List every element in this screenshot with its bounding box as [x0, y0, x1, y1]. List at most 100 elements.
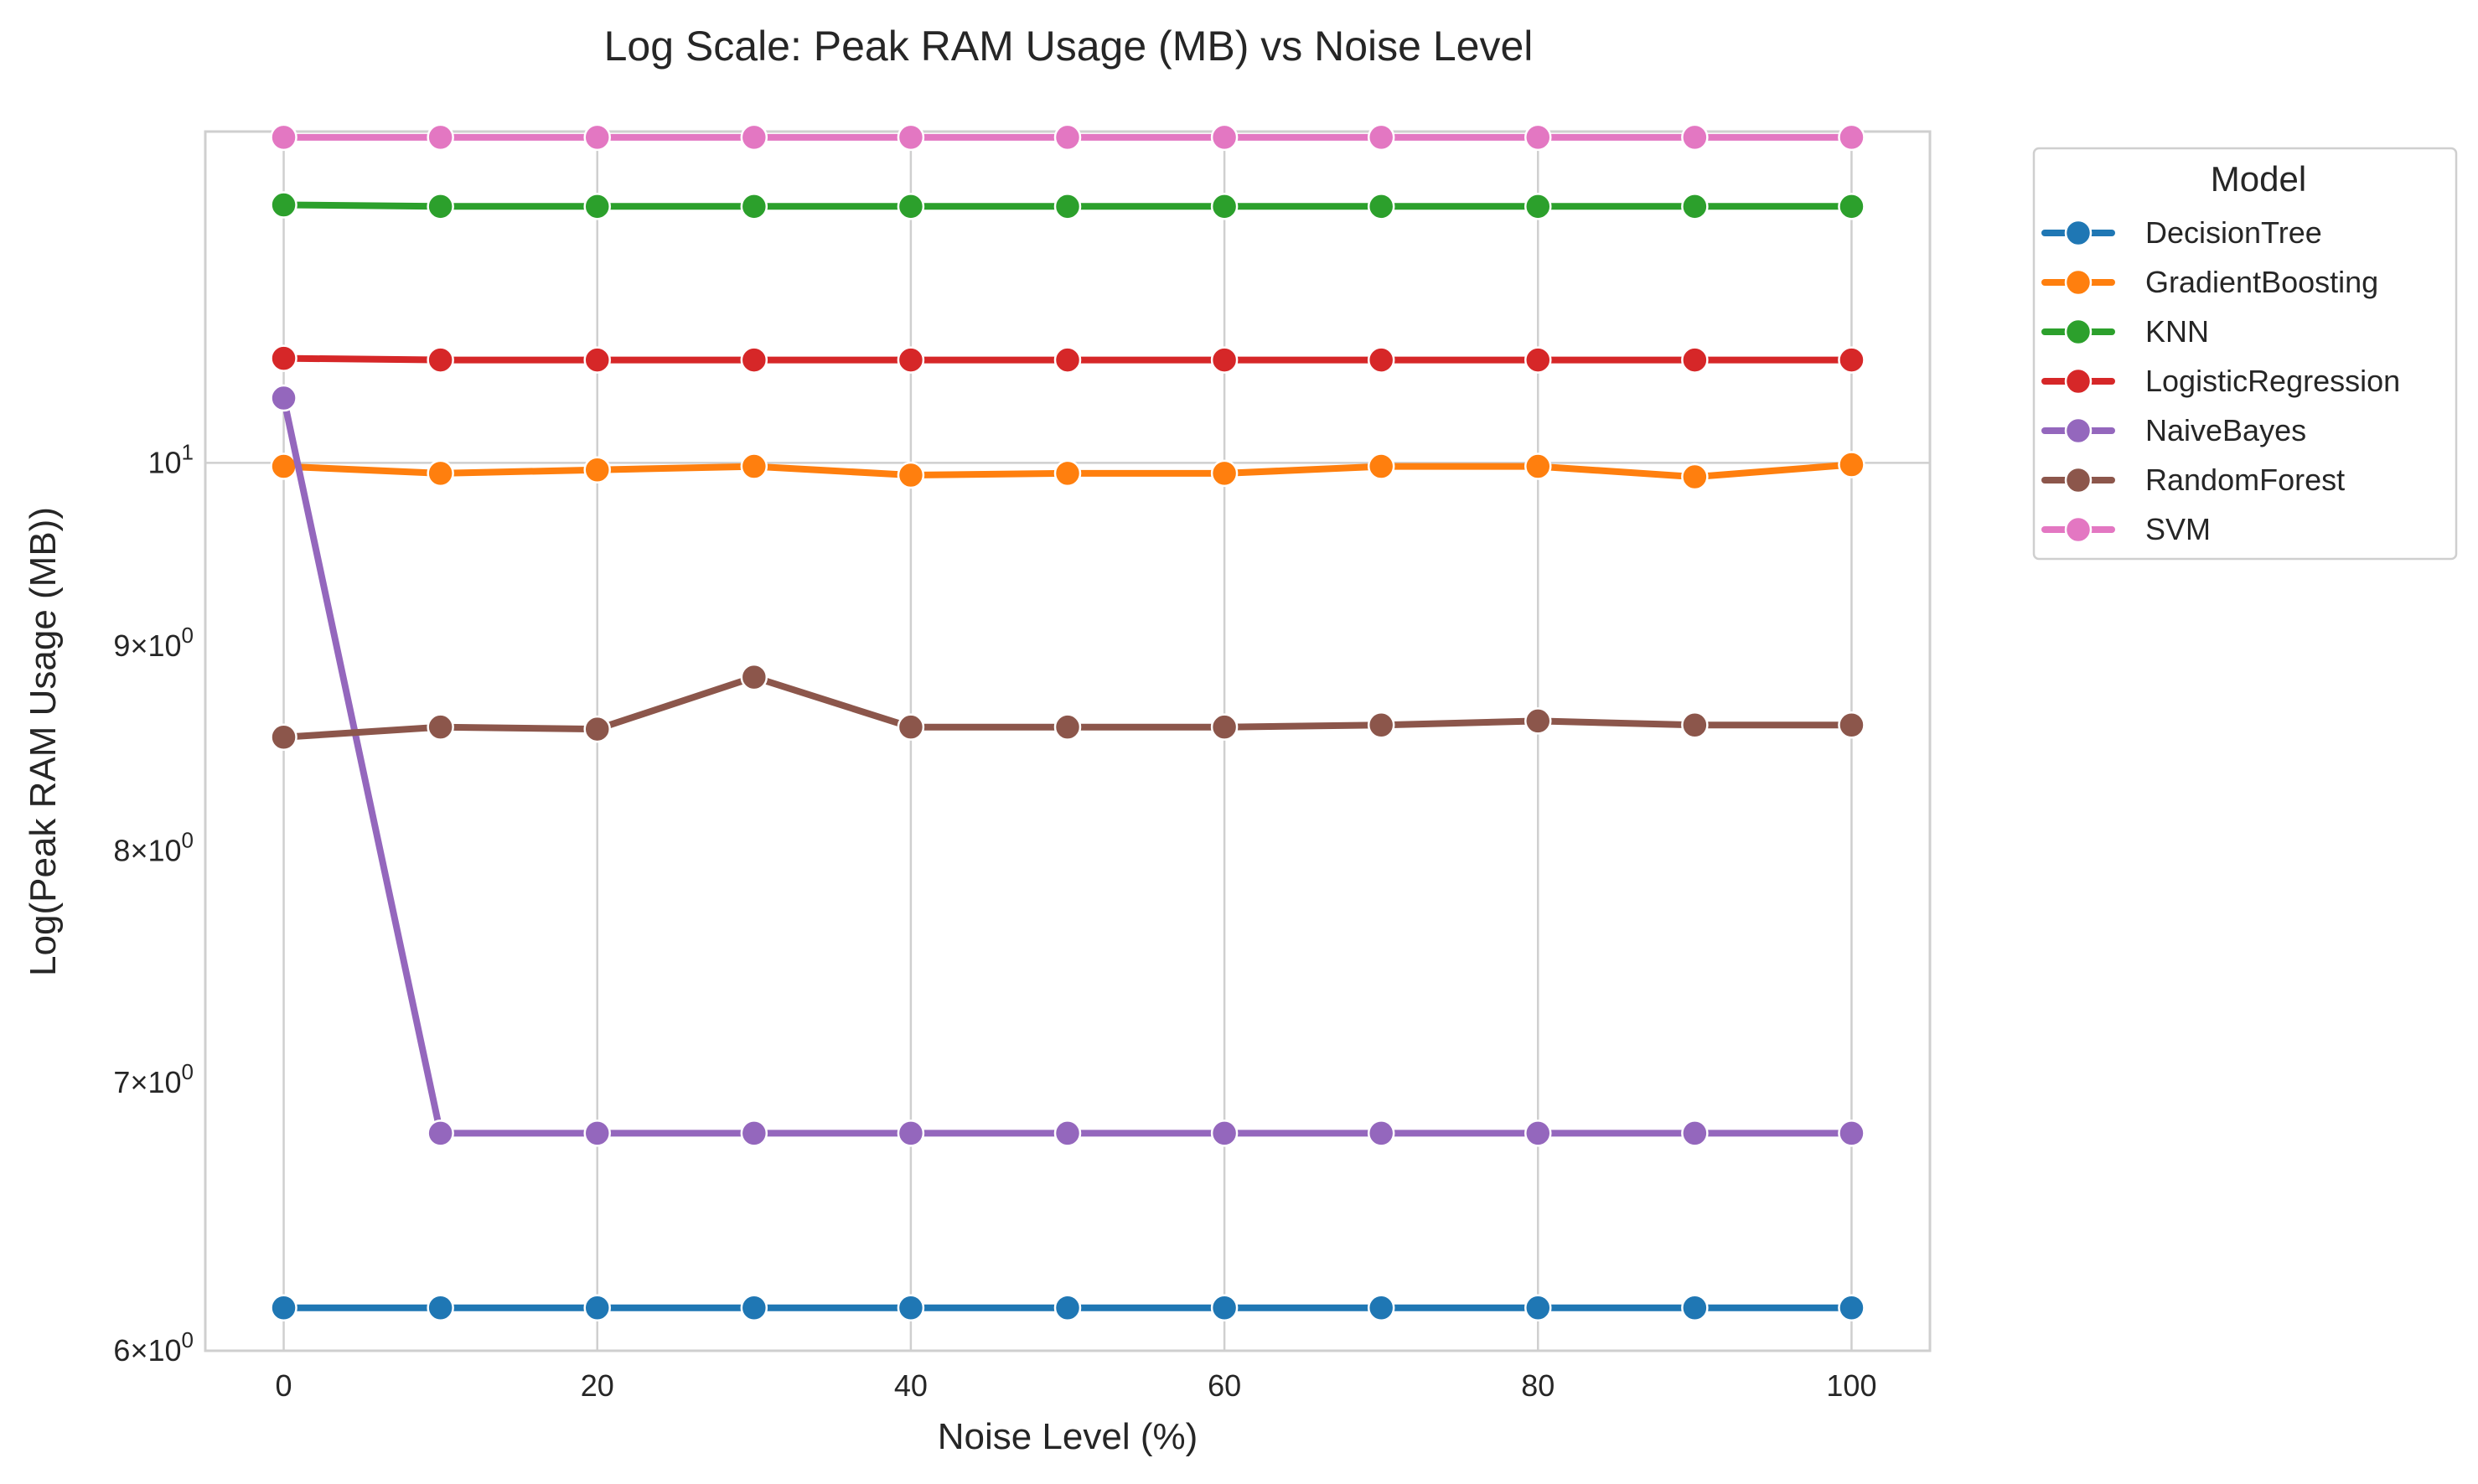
- data-point: [1053, 346, 1082, 374]
- data-point: [1367, 1294, 1395, 1322]
- data-point: [897, 123, 925, 152]
- data-point: [1367, 1119, 1395, 1147]
- legend-swatch-marker: [2064, 466, 2093, 494]
- data-point: [1053, 459, 1082, 488]
- data-point: [583, 193, 611, 220]
- series-DecisionTree: [270, 1294, 1865, 1322]
- data-point: [740, 346, 768, 374]
- data-point: [1524, 123, 1552, 152]
- data-point: [897, 1119, 925, 1147]
- data-point: [427, 123, 454, 152]
- data-point: [897, 1294, 925, 1322]
- data-point: [583, 1294, 611, 1322]
- x-tick-label: 80: [1521, 1368, 1555, 1403]
- data-point: [1681, 346, 1709, 374]
- data-point: [583, 1119, 611, 1147]
- legend-label: GradientBoosting: [2145, 265, 2378, 299]
- y-tick-label: 7×100: [113, 1059, 194, 1099]
- x-axis-ticks: 0 20 40 60 80 100: [276, 1368, 1877, 1403]
- x-tick-label: 60: [1208, 1368, 1241, 1403]
- legend-label: NaiveBayes: [2145, 413, 2306, 447]
- data-point: [1681, 123, 1709, 152]
- data-point: [427, 1119, 454, 1147]
- data-point: [897, 346, 925, 374]
- data-point: [1838, 711, 1865, 739]
- data-point: [1210, 346, 1239, 374]
- y-tick-label: 101: [147, 439, 194, 479]
- x-axis-label: Noise Level (%): [938, 1416, 1198, 1457]
- data-point: [1367, 193, 1395, 220]
- series-layer: [270, 123, 1865, 1322]
- data-point: [1210, 459, 1239, 488]
- data-point: [270, 344, 297, 372]
- data-point: [427, 193, 454, 220]
- legend-item-GradientBoosting: GradientBoosting: [2041, 265, 2378, 299]
- data-point: [427, 459, 454, 488]
- legend-item-DecisionTree: DecisionTree: [2041, 215, 2322, 250]
- x-tick-label: 40: [894, 1368, 928, 1403]
- data-point: [427, 1294, 454, 1322]
- data-point: [1210, 193, 1239, 220]
- data-point: [1681, 1119, 1709, 1147]
- data-point: [583, 456, 611, 483]
- data-point: [1838, 451, 1865, 478]
- data-point: [1210, 713, 1239, 741]
- data-point: [1053, 1119, 1082, 1147]
- legend-swatch-marker: [2064, 367, 2093, 396]
- data-point: [270, 1294, 297, 1322]
- data-point: [740, 663, 768, 691]
- data-point: [1838, 1119, 1865, 1147]
- data-point: [1838, 123, 1865, 152]
- data-point: [740, 452, 768, 480]
- data-point: [1681, 193, 1709, 220]
- data-point: [740, 1294, 768, 1322]
- legend-label: SVM: [2145, 512, 2211, 546]
- data-point: [270, 123, 297, 152]
- x-tick-label: 20: [581, 1368, 614, 1403]
- legend-swatch-marker: [2064, 318, 2093, 346]
- data-point: [583, 123, 611, 152]
- series-NaiveBayes: [270, 384, 1865, 1147]
- x-tick-label: 0: [276, 1368, 292, 1403]
- data-point: [1524, 193, 1552, 220]
- data-point: [1838, 1294, 1865, 1322]
- legend: Model DecisionTree GradientBoosting KNN Log…: [2032, 147, 2458, 561]
- series-GradientBoosting: [270, 451, 1865, 491]
- legend-label: RandomForest: [2145, 463, 2345, 497]
- y-axis-label: Log(Peak RAM Usage (MB)): [23, 507, 64, 976]
- data-point: [1367, 346, 1395, 374]
- data-point: [1210, 1294, 1239, 1322]
- data-point: [583, 715, 611, 743]
- legend-swatch-marker: [2064, 219, 2093, 247]
- y-axis-ticks: 6×100 7×100 8×100 9×100 101: [113, 439, 194, 1368]
- data-point: [270, 384, 297, 412]
- data-point: [740, 193, 768, 220]
- data-point: [1524, 1119, 1552, 1147]
- y-tick-label: 8×100: [113, 827, 194, 867]
- series-SVM: [270, 123, 1865, 152]
- data-point: [897, 461, 925, 489]
- data-point: [1838, 193, 1865, 220]
- data-point: [1524, 452, 1552, 480]
- legend-item-SVM: SVM: [2041, 512, 2211, 546]
- legend-title: Model: [2211, 159, 2306, 199]
- series-LogisticRegression: [270, 344, 1865, 374]
- series-RandomForest: [270, 663, 1865, 752]
- data-point: [1524, 1294, 1552, 1322]
- legend-label: DecisionTree: [2145, 215, 2322, 250]
- legend-item-KNN: KNN: [2041, 314, 2209, 349]
- data-point: [897, 193, 925, 220]
- series-KNN: [270, 191, 1865, 220]
- data-point: [897, 713, 925, 741]
- data-point: [427, 713, 454, 741]
- data-point: [1524, 707, 1552, 735]
- y-tick-label: 6×100: [113, 1327, 194, 1368]
- data-point: [1210, 1119, 1239, 1147]
- data-point: [1838, 346, 1865, 374]
- x-tick-label: 100: [1826, 1368, 1876, 1403]
- legend-swatch-marker: [2064, 268, 2093, 297]
- data-point: [1053, 1294, 1082, 1322]
- data-point: [1681, 463, 1709, 491]
- legend-item-NaiveBayes: NaiveBayes: [2041, 413, 2306, 447]
- legend-label: KNN: [2145, 314, 2209, 349]
